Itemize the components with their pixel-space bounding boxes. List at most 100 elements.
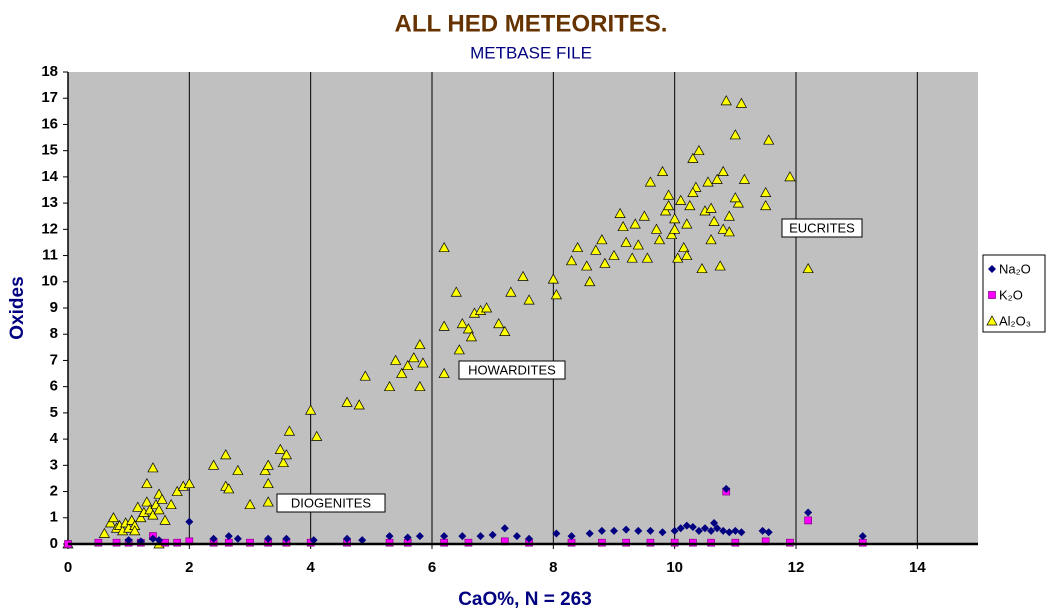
data-point bbox=[141, 477, 153, 489]
data-point bbox=[804, 516, 812, 525]
data-point bbox=[505, 286, 517, 297]
data-point bbox=[414, 380, 426, 392]
data-point bbox=[684, 200, 696, 211]
data-point bbox=[244, 498, 256, 510]
data-point bbox=[220, 449, 232, 460]
data-point bbox=[132, 501, 144, 512]
data-point bbox=[659, 205, 672, 216]
data-point bbox=[626, 252, 638, 263]
data-point bbox=[185, 517, 194, 526]
data-point bbox=[629, 218, 641, 229]
data-point bbox=[565, 255, 578, 266]
data-point bbox=[147, 509, 159, 520]
data-point bbox=[641, 252, 653, 263]
data-point bbox=[262, 496, 274, 507]
legend-label: Na₂O bbox=[999, 261, 1031, 276]
data-point bbox=[403, 533, 412, 542]
x-tick-label: 8 bbox=[549, 559, 557, 576]
data-point bbox=[283, 425, 296, 436]
data-point bbox=[233, 534, 242, 543]
data-point bbox=[737, 528, 746, 537]
data-point bbox=[610, 526, 618, 535]
y-tick-label: 3 bbox=[50, 456, 58, 473]
data-point bbox=[723, 210, 735, 221]
data-point bbox=[396, 367, 408, 378]
data-point bbox=[500, 524, 509, 533]
data-point bbox=[341, 396, 353, 407]
data-point bbox=[696, 262, 708, 274]
data-point bbox=[720, 95, 732, 106]
data-point bbox=[383, 380, 396, 392]
data-point bbox=[731, 526, 740, 535]
legend-marker bbox=[986, 315, 998, 326]
data-point bbox=[129, 525, 141, 536]
data-point bbox=[208, 459, 220, 470]
data-point bbox=[581, 260, 593, 271]
data-point bbox=[705, 202, 717, 213]
data-point bbox=[672, 252, 684, 263]
data-point bbox=[259, 464, 271, 475]
data-point bbox=[567, 532, 576, 541]
data-point bbox=[725, 528, 734, 537]
data-point bbox=[147, 462, 159, 473]
data-point bbox=[282, 534, 291, 543]
plot-area bbox=[68, 72, 978, 544]
data-point bbox=[597, 526, 606, 535]
legend-label: K₂O bbox=[999, 287, 1023, 302]
annotation-box bbox=[458, 360, 566, 380]
data-point bbox=[547, 273, 559, 284]
data-point bbox=[456, 318, 468, 329]
data-point bbox=[224, 532, 233, 541]
legend-label: Al₂O₃ bbox=[999, 313, 1031, 328]
data-point bbox=[552, 529, 561, 538]
data-point bbox=[481, 302, 493, 313]
data-point bbox=[658, 528, 667, 537]
x-tick-label: 10 bbox=[666, 559, 683, 576]
data-point bbox=[262, 459, 274, 470]
data-point bbox=[670, 526, 679, 535]
data-point bbox=[620, 236, 632, 247]
data-point bbox=[438, 320, 450, 331]
data-point bbox=[280, 449, 292, 460]
data-point bbox=[476, 532, 485, 541]
data-point bbox=[124, 536, 133, 545]
data-point bbox=[359, 370, 371, 381]
y-tick-label: 10 bbox=[41, 273, 58, 290]
y-tick-label: 12 bbox=[41, 220, 58, 237]
data-point bbox=[153, 504, 165, 515]
data-point bbox=[687, 186, 699, 197]
annotation: EUCRITES bbox=[789, 220, 855, 235]
data-point bbox=[440, 532, 449, 541]
data-point bbox=[183, 477, 195, 489]
data-point bbox=[714, 260, 726, 271]
data-point bbox=[802, 262, 814, 274]
data-point bbox=[638, 210, 650, 221]
data-point bbox=[415, 532, 424, 541]
data-point bbox=[148, 534, 157, 543]
legend-marker bbox=[988, 291, 996, 299]
data-point bbox=[666, 228, 678, 239]
data-point bbox=[525, 534, 534, 543]
data-point bbox=[262, 477, 274, 489]
data-point bbox=[760, 200, 772, 211]
data-point bbox=[107, 512, 120, 523]
data-point bbox=[705, 234, 717, 245]
data-point bbox=[171, 485, 183, 496]
data-point bbox=[584, 276, 596, 287]
data-point bbox=[722, 484, 731, 493]
data-point bbox=[713, 524, 722, 533]
data-point bbox=[264, 534, 273, 543]
data-point bbox=[277, 456, 289, 468]
data-point bbox=[358, 536, 367, 545]
data-point bbox=[305, 404, 317, 415]
data-point bbox=[663, 189, 675, 200]
data-point bbox=[764, 528, 773, 537]
y-tick-label: 2 bbox=[50, 483, 58, 500]
y-tick-label: 15 bbox=[41, 142, 58, 159]
data-point bbox=[458, 532, 467, 541]
data-point bbox=[438, 241, 450, 253]
data-point bbox=[550, 289, 562, 300]
data-point bbox=[274, 443, 286, 454]
data-point bbox=[141, 496, 153, 507]
